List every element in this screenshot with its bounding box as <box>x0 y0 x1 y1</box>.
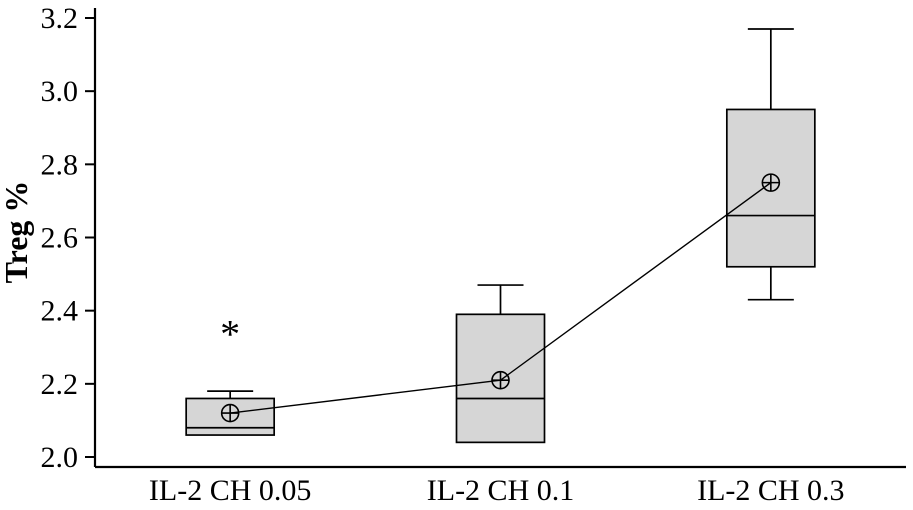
y-tick-label: 2.2 <box>41 368 79 401</box>
y-tick-label: 2.0 <box>41 441 79 474</box>
y-tick-label: 2.6 <box>41 222 79 255</box>
y-tick-label: 3.0 <box>41 75 79 108</box>
y-tick-label: 2.8 <box>41 148 79 181</box>
x-category-label: IL-2 CH 0.3 <box>697 474 844 507</box>
x-category-label: IL-2 CH 0.1 <box>427 474 574 507</box>
chart-layer: 2.0 2.2 2.4 2.6 2.8 3.0 3.2 * IL-2 CH 0.05 IL-2 C… <box>41 2 906 507</box>
y-tick-label: 2.4 <box>41 295 79 328</box>
y-axis-title: Treg % <box>0 181 34 284</box>
x-category-label: IL-2 CH 0.05 <box>149 474 311 507</box>
outlier-marker: * <box>220 311 240 356</box>
y-tick-label: 3.2 <box>41 2 79 35</box>
